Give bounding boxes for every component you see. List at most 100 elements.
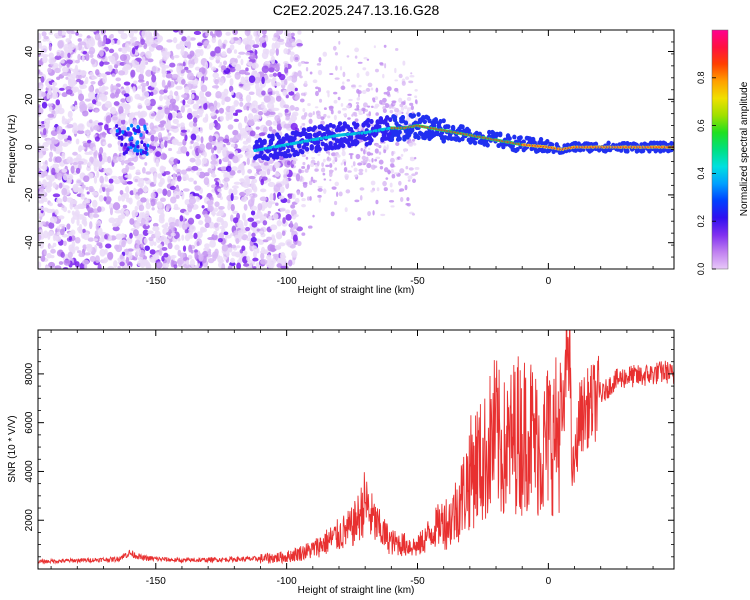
spectrogram-point (171, 73, 179, 79)
y-tick-label: 6000 (24, 411, 35, 434)
spectrogram-point (67, 52, 71, 59)
spectrogram-point (89, 30, 97, 33)
spectrogram-point (86, 207, 94, 212)
spectrogram-point (140, 38, 145, 45)
spectrogram-point (400, 114, 406, 120)
spectrogram-point (181, 36, 187, 42)
spectrogram-point (356, 72, 360, 79)
spectrogram-point (91, 191, 99, 196)
spectrogram-point (247, 169, 253, 174)
spectrogram-point (408, 167, 414, 171)
spectrogram-point (191, 110, 198, 117)
spectrogram-point (287, 153, 292, 159)
spectrogram-point (406, 197, 410, 202)
spectrogram-point (340, 162, 343, 166)
spectrogram-point (288, 91, 295, 96)
spectrogram-point (64, 138, 68, 142)
spectrogram-point (238, 223, 244, 229)
spectrogram-point (160, 141, 165, 150)
spectrogram-point (370, 189, 374, 193)
snr-series (38, 330, 674, 565)
spectrogram-point (77, 203, 85, 210)
spectrogram-point (223, 88, 229, 96)
spectrogram-point (301, 198, 306, 202)
spectrogram-point (260, 178, 265, 186)
spectrogram-point (207, 205, 214, 212)
spectrogram-point (50, 129, 58, 137)
spectrogram-point (401, 111, 404, 115)
spectrogram-point (143, 177, 149, 181)
spectrogram-point (209, 136, 214, 141)
spectrogram-point (247, 217, 255, 222)
spectrogram-point (149, 122, 155, 131)
spectrogram-point (507, 136, 512, 141)
spectrogram-point (191, 93, 195, 100)
spectrogram-point (38, 104, 41, 108)
spectrogram-point (94, 109, 99, 113)
spectrogram-point (239, 101, 244, 107)
spectrogram-point (215, 109, 219, 114)
spectrogram-point (144, 245, 150, 251)
spectrogram-point (170, 232, 176, 237)
spectrogram-point (404, 172, 409, 176)
spectrogram-point (318, 98, 323, 103)
spectrogram-point (68, 43, 76, 51)
spectrogram-point (278, 185, 285, 194)
spectrogram-point (252, 257, 259, 262)
spectrogram-point (415, 172, 418, 176)
spectrogram-point (107, 265, 115, 269)
spectrogram-point (164, 238, 170, 245)
spectrogram-point (151, 74, 157, 83)
spectrogram-point (302, 182, 308, 188)
spectrogram-point (164, 107, 170, 115)
spectrogram-point (398, 180, 402, 186)
spectrogram-point (412, 138, 416, 142)
spectrogram-point (299, 98, 305, 103)
spectrogram-point (382, 108, 387, 113)
snr-x-label: Height of straight line (km) (298, 585, 415, 596)
spectrogram-point (260, 104, 266, 109)
spectrogram-point (142, 167, 146, 174)
spectrogram-point (221, 146, 228, 152)
spectrogram-point (305, 67, 309, 72)
spectrogram-point (145, 129, 149, 134)
spectrogram-point (192, 78, 199, 86)
spectrogram-point (153, 172, 158, 179)
spectrogram-point (409, 102, 414, 106)
spectrogram-point (139, 67, 144, 75)
spectrogram-point (42, 55, 48, 64)
spectrogram-point (390, 157, 395, 163)
spectrogram-point (351, 165, 354, 168)
spectrogram-point (284, 109, 289, 113)
x-tick-label: -100 (277, 276, 297, 287)
spectrogram-point (93, 175, 98, 184)
spectrogram-point (66, 179, 72, 184)
colorbar-label: Normalized spectral amplitude (739, 81, 750, 216)
spectrogram-point (145, 36, 149, 44)
spectrogram-point (97, 80, 104, 87)
spectrogram-point (399, 103, 404, 108)
spectrogram-point (355, 101, 360, 105)
spectrogram-point (403, 105, 408, 110)
spectrogram-point (121, 130, 125, 135)
spectrogram-point (290, 115, 294, 120)
spectrogram-point (242, 84, 247, 90)
snr-panel: -150 -100 -50 0 2000 4000 6000 8000 Height of … (7, 329, 675, 596)
spectrogram-point (405, 76, 410, 80)
spectrogram-point (300, 191, 304, 198)
spectrogram-point (92, 161, 100, 167)
spectrogram-point (65, 89, 73, 95)
spectrogram-point (171, 55, 175, 60)
spectrogram-point (383, 149, 387, 154)
spectrogram-point (136, 144, 140, 149)
spectrogram-point (163, 252, 169, 258)
spectrogram-point (84, 98, 91, 102)
spectrogram-point (183, 211, 189, 215)
spectrogram-point (157, 208, 165, 215)
spectrogram-point (62, 206, 68, 213)
spectrogram-point (344, 207, 348, 213)
spectrogram-point (287, 33, 292, 38)
spectrogram-point (136, 125, 140, 130)
spectrogram-point (142, 90, 150, 99)
spectrogram-point (340, 143, 346, 149)
